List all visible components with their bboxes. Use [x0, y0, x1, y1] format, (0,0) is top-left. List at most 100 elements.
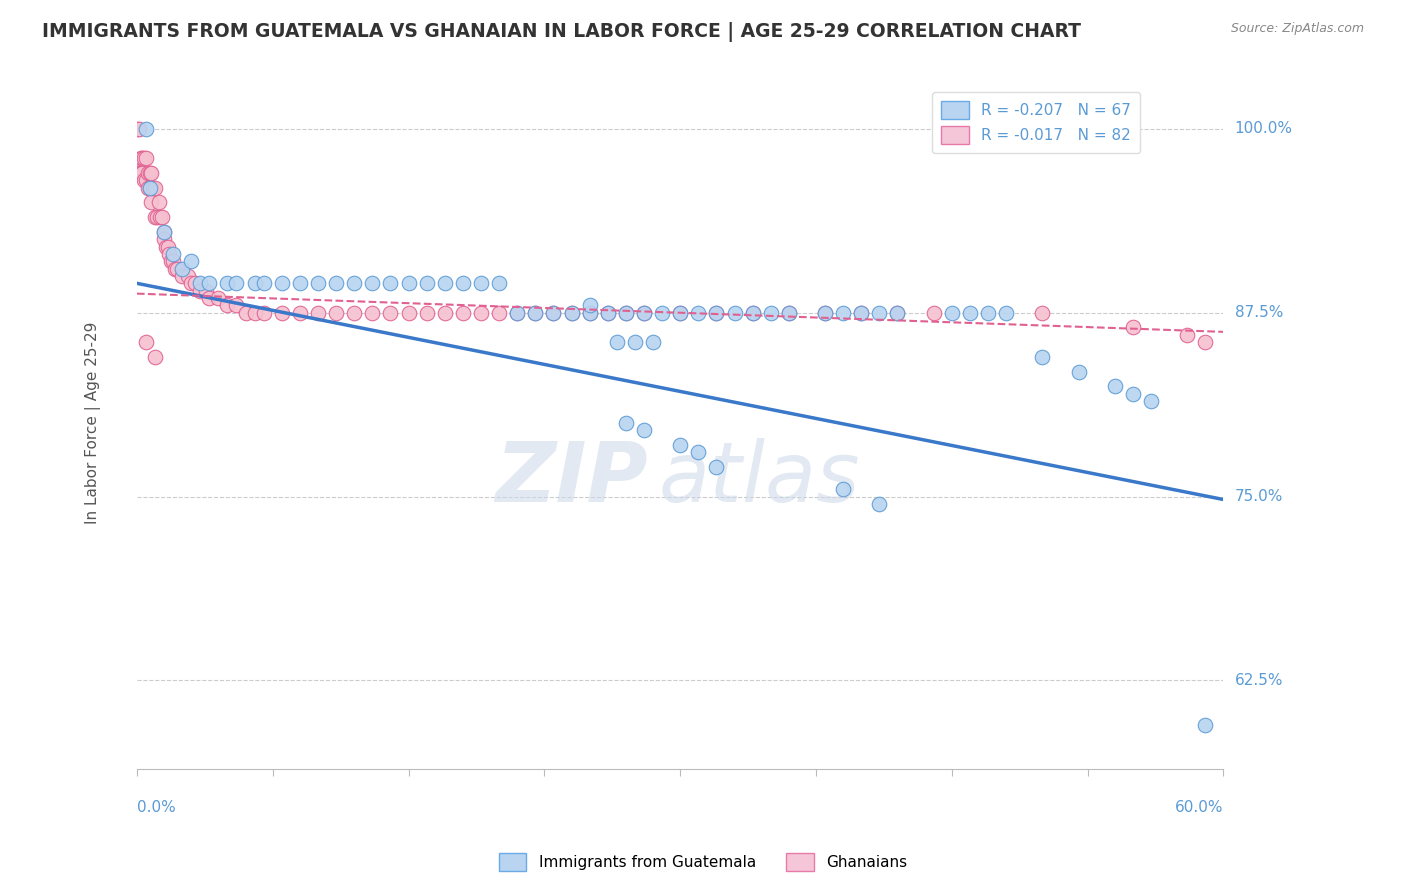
- Point: [149, 210, 172, 224]
- Point: [578, 306, 600, 320]
- Point: [159, 247, 181, 261]
- Point: [624, 335, 647, 350]
- Point: [669, 306, 692, 320]
- Point: [433, 306, 456, 320]
- Point: [143, 210, 166, 224]
- Point: [995, 306, 1018, 320]
- Point: [194, 284, 217, 298]
- Text: In Labor Force | Age 25-29: In Labor Force | Age 25-29: [86, 322, 101, 524]
- Point: [1122, 386, 1144, 401]
- Point: [886, 306, 908, 320]
- Point: [1031, 306, 1053, 320]
- Point: [606, 335, 628, 350]
- Point: [270, 306, 292, 320]
- Point: [142, 180, 165, 194]
- Text: 0.0%: 0.0%: [136, 800, 176, 814]
- Point: [150, 210, 173, 224]
- Point: [135, 335, 157, 350]
- Point: [415, 306, 437, 320]
- Point: [162, 254, 184, 268]
- Point: [307, 306, 329, 320]
- Point: [176, 268, 198, 283]
- Point: [741, 306, 763, 320]
- Point: [488, 277, 510, 291]
- Point: [135, 122, 157, 136]
- Point: [814, 306, 837, 320]
- Point: [1175, 327, 1198, 342]
- Point: [153, 232, 176, 246]
- Point: [560, 306, 582, 320]
- Point: [398, 306, 420, 320]
- Point: [688, 306, 710, 320]
- Point: [1194, 717, 1216, 731]
- Point: [1122, 320, 1144, 334]
- Point: [868, 306, 890, 320]
- Point: [225, 298, 247, 312]
- Point: [669, 306, 692, 320]
- Point: [343, 277, 366, 291]
- Point: [180, 254, 202, 268]
- Point: [141, 195, 163, 210]
- Point: [153, 225, 176, 239]
- Point: [633, 306, 655, 320]
- Point: [156, 239, 179, 253]
- Point: [488, 306, 510, 320]
- Point: [141, 166, 163, 180]
- Point: [398, 277, 420, 291]
- Point: [543, 306, 565, 320]
- Point: [741, 306, 763, 320]
- Point: [243, 277, 266, 291]
- Point: [188, 277, 211, 291]
- Point: [361, 277, 384, 291]
- Point: [1031, 350, 1053, 364]
- Point: [506, 306, 529, 320]
- Text: 100.0%: 100.0%: [1234, 121, 1292, 136]
- Point: [136, 180, 159, 194]
- Point: [614, 306, 637, 320]
- Point: [578, 298, 600, 312]
- Point: [129, 166, 152, 180]
- Point: [188, 284, 211, 298]
- Point: [243, 306, 266, 320]
- Point: [146, 210, 169, 224]
- Point: [959, 306, 981, 320]
- Text: IMMIGRANTS FROM GUATEMALA VS GHANAIAN IN LABOR FORCE | AGE 25-29 CORRELATION CHA: IMMIGRANTS FROM GUATEMALA VS GHANAIAN IN…: [42, 22, 1081, 42]
- Point: [155, 239, 177, 253]
- Point: [138, 166, 160, 180]
- Point: [235, 306, 257, 320]
- Point: [198, 277, 221, 291]
- Text: 60.0%: 60.0%: [1175, 800, 1223, 814]
- Point: [198, 291, 221, 305]
- Point: [451, 277, 474, 291]
- Point: [778, 306, 800, 320]
- Point: [706, 306, 728, 320]
- Point: [288, 306, 311, 320]
- Point: [162, 247, 184, 261]
- Point: [524, 306, 547, 320]
- Text: 75.0%: 75.0%: [1234, 489, 1282, 504]
- Point: [759, 306, 782, 320]
- Point: [641, 335, 664, 350]
- Point: [128, 166, 150, 180]
- Point: [129, 151, 152, 165]
- Point: [723, 306, 745, 320]
- Point: [614, 416, 637, 430]
- Point: [131, 166, 153, 180]
- Point: [160, 254, 183, 268]
- Point: [470, 306, 492, 320]
- Point: [1104, 379, 1126, 393]
- Point: [922, 306, 945, 320]
- Point: [633, 306, 655, 320]
- Point: [380, 277, 402, 291]
- Point: [868, 497, 890, 511]
- Point: [143, 180, 166, 194]
- Point: [163, 261, 186, 276]
- Point: [941, 306, 963, 320]
- Text: atlas: atlas: [658, 438, 860, 519]
- Text: 87.5%: 87.5%: [1234, 305, 1282, 320]
- Point: [886, 306, 908, 320]
- Point: [135, 173, 157, 187]
- Point: [633, 424, 655, 438]
- Point: [433, 277, 456, 291]
- Text: ZIP: ZIP: [495, 438, 648, 519]
